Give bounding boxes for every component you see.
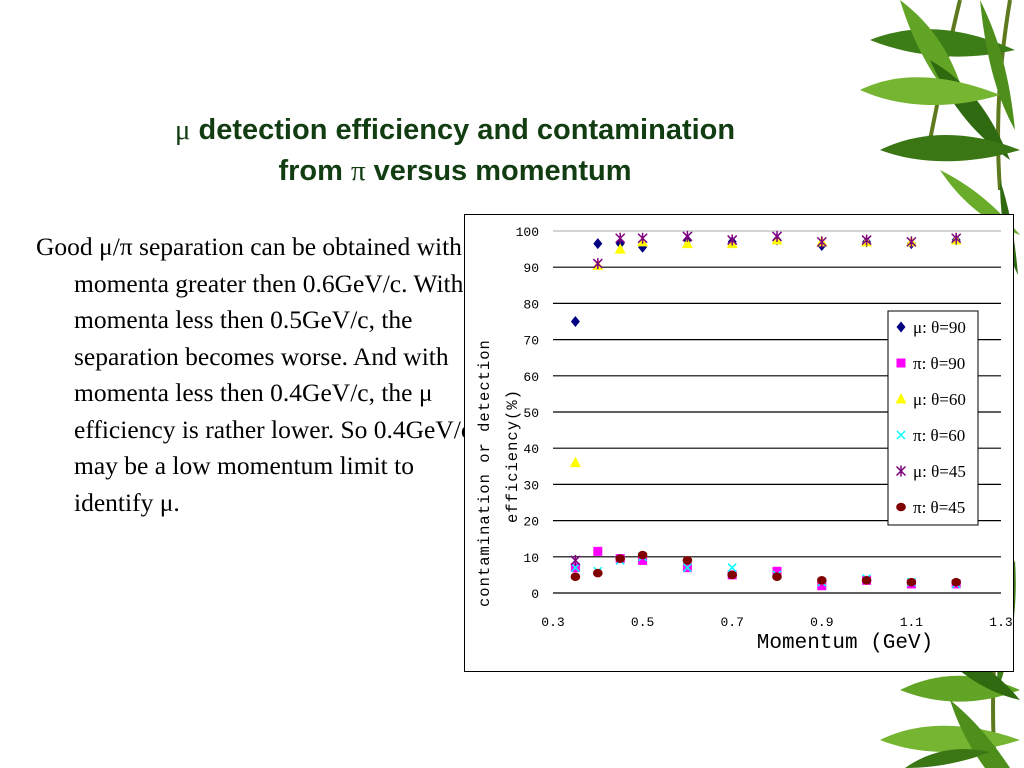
- x-axis-label: Momentum (GeV): [757, 632, 933, 655]
- chart-frame: 0 10 20 30 40 50 60 70 80 90 100 0.3 0.5 0.7 0.9 1.1 1.…: [464, 214, 1014, 672]
- y-tick-label: 70: [523, 334, 539, 349]
- legend-label: μ: θ=90: [913, 318, 966, 337]
- legend-marker: [896, 502, 906, 512]
- legend-label: π: θ=60: [913, 426, 965, 445]
- x-tick-label: 1.3: [989, 615, 1012, 630]
- y-tick-label: 80: [523, 297, 539, 312]
- data-point: [817, 581, 827, 591]
- title-mu-symbol: μ: [174, 114, 191, 146]
- data-point: [615, 554, 625, 563]
- data-point: [569, 456, 581, 468]
- data-point: [906, 577, 917, 587]
- y-tick-label: 30: [523, 478, 539, 493]
- data-point: [682, 563, 692, 573]
- y-axis-label-line-1: contamination or detection: [476, 339, 494, 607]
- legend-label: π: θ=45: [913, 498, 965, 517]
- data-point: [772, 566, 782, 576]
- legend-label: π: θ=90: [913, 354, 965, 373]
- data-point: [682, 230, 693, 242]
- title-line-1: μ detection efficiency and contamination: [40, 110, 870, 151]
- data-point: [593, 238, 603, 250]
- data-point: [772, 572, 782, 582]
- x-tick-label: 0.5: [631, 615, 654, 630]
- scatter-chart: 0 10 20 30 40 50 60 70 80 90 100 0.3 0.5 0.7 0.9 1.1 1.…: [476, 225, 1013, 655]
- series-1: [570, 546, 961, 591]
- title-pi-symbol: π: [350, 155, 366, 187]
- data-point: [570, 572, 581, 582]
- data-point: [951, 577, 961, 587]
- y-tick-label: 40: [523, 442, 539, 457]
- legend-items: μ: θ=90 π: θ=90 μ: θ=60 π: θ=60 μ: θ=45 π: θ=…: [895, 318, 966, 517]
- series-4: [570, 230, 962, 566]
- data-point: [817, 576, 827, 585]
- series-5: [570, 550, 961, 587]
- x-tick-label: 0.9: [810, 615, 833, 630]
- y-tick-label: 60: [523, 370, 539, 385]
- title-from: from: [278, 155, 351, 187]
- data-point: [592, 258, 603, 270]
- legend-marker: [896, 430, 906, 440]
- data-point: [615, 232, 626, 244]
- bamboo-stem-top: [928, 0, 1012, 191]
- y-tick-label: 90: [523, 261, 539, 276]
- data-point: [593, 546, 603, 556]
- title-part-2: versus momentum: [365, 155, 632, 187]
- slide-title: μ detection efficiency and contamination…: [40, 110, 870, 192]
- data-point: [727, 234, 738, 246]
- data-point: [637, 232, 648, 244]
- legend-marker: [896, 358, 906, 368]
- data-point: [861, 576, 872, 585]
- title-part-1: detection efficiency and contamination: [190, 114, 736, 146]
- data-point: [614, 243, 626, 254]
- y-tick-label: 20: [523, 515, 539, 530]
- x-tick-labels: 0.3 0.5 0.7 0.9 1.1 1.3: [541, 615, 1012, 630]
- legend-marker: [895, 465, 907, 477]
- y-tick-label: 50: [523, 406, 539, 421]
- data-point: [681, 237, 693, 249]
- x-tick-label: 0.7: [720, 615, 743, 630]
- data-point: [861, 234, 872, 246]
- body-paragraph: Good μ/π separation can be obtained with…: [36, 232, 473, 517]
- y-tick-label: 0: [531, 587, 539, 602]
- title-line-2: from π versus momentum: [40, 151, 870, 192]
- legend-label: μ: θ=60: [913, 390, 966, 409]
- data-point: [638, 555, 648, 565]
- data-point: [727, 563, 737, 573]
- data-point: [637, 550, 648, 560]
- legend: μ: θ=90 π: θ=90 μ: θ=60 π: θ=60 μ: θ=45 π: θ=…: [887, 310, 979, 526]
- y-axis-label-line-2: efficiency(%): [504, 389, 522, 523]
- data-point: [906, 236, 917, 248]
- data-point: [816, 236, 827, 248]
- y-tick-labels: 0 10 20 30 40 50 60 70 80 90 100: [516, 225, 539, 602]
- x-tick-label: 1.1: [900, 615, 924, 630]
- legend-box: [887, 310, 979, 526]
- y-tick-label: 100: [516, 225, 539, 240]
- series-3: [570, 552, 961, 589]
- data-point: [570, 316, 580, 327]
- data-point: [771, 230, 783, 242]
- legend-label: μ: θ=45: [913, 462, 966, 481]
- data-point: [727, 570, 737, 580]
- y-tick-label: 10: [523, 551, 539, 566]
- x-tick-label: 0.3: [541, 615, 564, 630]
- data-point: [951, 232, 962, 244]
- data-point: [682, 556, 693, 565]
- legend-marker: [896, 321, 906, 333]
- data-point: [593, 568, 603, 578]
- legend-marker: [895, 393, 907, 404]
- data-point: [570, 554, 581, 566]
- data-point: [570, 563, 580, 573]
- data-points: [569, 230, 962, 591]
